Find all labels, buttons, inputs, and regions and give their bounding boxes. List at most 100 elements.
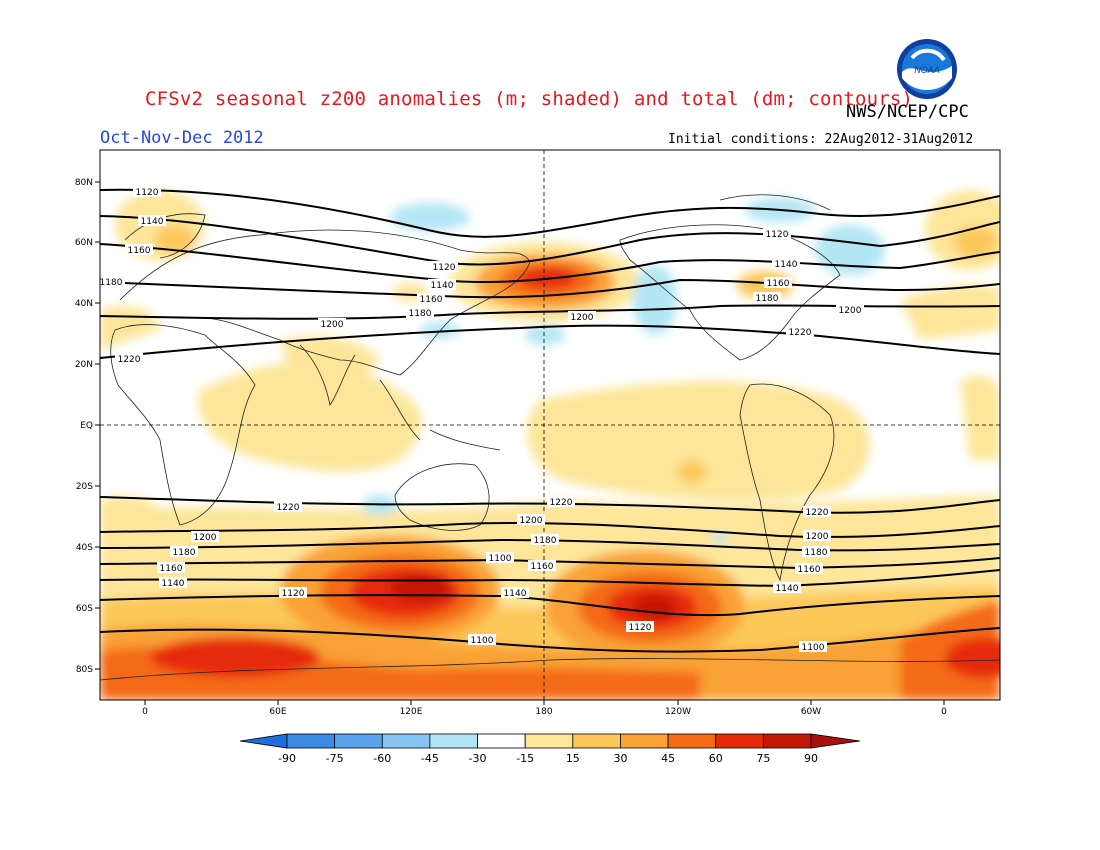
contour-label-bg [763, 228, 791, 239]
lon-label: 60E [269, 707, 286, 717]
colorbar-swatch [762, 733, 812, 749]
colorbar-swatch [667, 733, 717, 749]
contour-label-bg [795, 563, 823, 574]
contour-label: 1220 [806, 508, 829, 518]
contour-label: 1140 [504, 589, 527, 599]
colorbar-swatch [477, 733, 526, 749]
lat-label: 20S [76, 482, 93, 492]
contour-label-bg [318, 318, 346, 329]
contour-label: 1200 [839, 306, 862, 316]
colorbar-tick-label: -75 [326, 752, 344, 765]
contour-label: 1160 [160, 564, 183, 574]
contour-label-bg [406, 307, 434, 318]
contour-label-bg [274, 501, 302, 512]
contour-label-bg [803, 506, 831, 517]
lat-label: 20N [75, 360, 93, 370]
colorbar-tick-label: -30 [469, 752, 487, 765]
contour-label-bg [802, 546, 830, 557]
contour-label-bg [468, 634, 496, 645]
colorbar-tick-label: -45 [421, 752, 439, 765]
contour-label: 1180 [805, 548, 828, 558]
contour-label: 1160 [128, 246, 151, 256]
contour-label-bg [279, 587, 307, 598]
contour-label: 1120 [433, 263, 456, 273]
lat-label: 80S [76, 665, 93, 675]
contour-label-bg [170, 546, 198, 557]
colorbar-swatch [524, 733, 574, 749]
contour-label: 1140 [776, 584, 799, 594]
colorbar-swatch [334, 733, 383, 749]
contour-labels: 1120 1140 1160 1180 1200 1220 1120 1140 1160 1180… [100, 186, 864, 653]
contour-label: 1180 [534, 536, 557, 546]
colorbar-tick-label: 30 [613, 752, 627, 765]
contour-label-bg [547, 496, 575, 507]
lat-label: 80N [75, 178, 93, 188]
contour-label-bg [157, 562, 185, 573]
map-area: 1120 1140 1160 1180 1200 1220 1120 1140 1160 1180… [100, 150, 1000, 700]
agency-label: NWS/NCEP/CPC [846, 102, 969, 122]
contour-label: 1220 [550, 498, 573, 508]
noaa-logo: NOAA [897, 39, 957, 99]
colorbar-swatch [715, 733, 764, 749]
contour-label-bg [626, 621, 654, 632]
chart-title: CFSv2 seasonal z200 anomalies (m; shaded… [145, 88, 914, 110]
colorbar-tick-label: -60 [373, 752, 391, 765]
contour-label: 1220 [789, 328, 812, 338]
contour-label: 1100 [802, 643, 825, 653]
colorbar-tick-label: 75 [756, 752, 770, 765]
coastlines [100, 194, 1000, 681]
colorbar-tick-label: 45 [661, 752, 675, 765]
contour-label: 1160 [798, 565, 821, 575]
colorbar-swatch [429, 733, 478, 749]
colorbar-tick-label: 90 [804, 752, 818, 765]
contour-label-bg [100, 276, 125, 287]
colorbar-swatch [381, 733, 431, 749]
contour-label-bg [115, 353, 143, 364]
contour-label-bg [430, 261, 458, 272]
colorbar-right-arrow [810, 733, 861, 749]
contour-label-bg [772, 258, 800, 269]
contour-label-bg [138, 215, 166, 226]
contour-label: 1180 [100, 278, 123, 288]
contour-label-bg [125, 244, 153, 255]
contour-label-bg [799, 641, 827, 652]
contour-label: 1100 [471, 636, 494, 646]
contour-label-bg [191, 531, 219, 542]
contour-label: 1140 [162, 579, 185, 589]
contour-label: 1160 [420, 295, 443, 305]
contour-label-bg [786, 326, 814, 337]
colorbar: -90 -75 -60 -45 -30 -15 15 30 45 60 75 90 [239, 733, 861, 765]
contour-label-bg [517, 514, 545, 525]
contour-label: 1180 [756, 294, 779, 304]
contour-label-bg [159, 577, 187, 588]
lat-label: 40N [75, 299, 93, 309]
lon-label: 60W [801, 707, 821, 717]
lat-label: EQ [80, 421, 93, 431]
colorbar-tick-label: 60 [709, 752, 723, 765]
season-label: Oct-Nov-Dec 2012 [100, 128, 264, 148]
colorbar-swatch [572, 733, 621, 749]
initial-conditions-label: Initial conditions: 22Aug2012-31Aug2012 [668, 132, 974, 147]
contour-label-bg [836, 304, 864, 315]
contour-label-bg [417, 293, 445, 304]
contour-label: 1120 [136, 188, 159, 198]
colorbar-swatch [620, 733, 669, 749]
colorbar-tick-label: -90 [278, 752, 296, 765]
contour-label: 1120 [282, 589, 305, 599]
lat-label: 60N [75, 238, 93, 248]
contour-label: 1160 [767, 279, 790, 289]
contour-label-bg [428, 279, 456, 290]
contour-label: 1100 [489, 554, 512, 564]
contour-label: 1200 [520, 516, 543, 526]
contour-label-bg [773, 582, 801, 593]
lat-axis: 80N 60N 40N 20N EQ 20S 40S 60S 80S [75, 178, 100, 675]
lon-axis: 0 60E 120E 180 120W 60W 0 [142, 700, 947, 717]
contour-label-bg [133, 186, 161, 197]
colorbar-tick-label: -15 [516, 752, 534, 765]
lon-label: 0 [142, 707, 148, 717]
contour-label: 1200 [194, 533, 217, 543]
colorbar-left-arrow [239, 733, 288, 749]
contour-label-bg [501, 587, 529, 598]
lon-label: 0 [941, 707, 947, 717]
